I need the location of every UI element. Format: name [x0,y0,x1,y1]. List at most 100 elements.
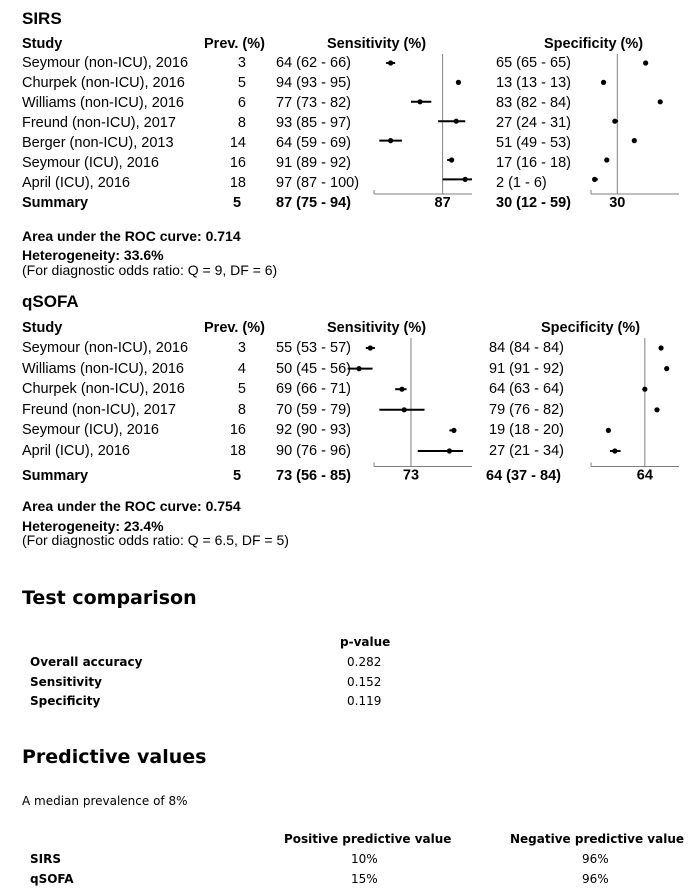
qsofa-row-sensitivity: 50 (45 - 56) [276,360,351,377]
sirs-row-study: Churpek (non-ICU), 2016 [22,75,185,91]
sirs-odds-ratio-note: (For diagnostic odds ratio: Q = 9, DF = … [22,262,278,278]
study-point [664,366,670,372]
qsofa-summary-specificity: 64 (37 - 84) [486,468,561,484]
qsofa-row-specificity: 79 (76 - 82) [489,401,564,418]
sirs-row-prev: 5 [237,75,246,91]
study-point [356,366,362,372]
qsofa-row-study: Williams (non-ICU), 2016 [22,360,184,377]
qsofa-row-specificity: 19 (18 - 20) [489,422,564,439]
predictive-row-ppv: 10% [351,852,378,866]
predictive-row-npv: 96% [582,852,609,866]
test-comparison-row-label: Specificity [30,694,101,708]
study-point [643,60,649,66]
study-point [654,407,660,413]
sirs-auc: Area under the ROC curve: 0.714 [22,228,241,244]
sirs-row-prev: 3 [237,55,246,71]
qsofa-summary-sensitivity: 73 (56 - 85) [276,468,351,484]
qsofa-row-study: Seymour (non-ICU), 2016 [22,340,189,356]
predictive-values-title: Predictive values [22,746,207,768]
study-point [592,176,598,182]
sirs-sensitivity-forest-plot: 87 [373,54,472,211]
sirs-header-prev: Prev. (%) [204,36,265,52]
predictive-row-label: SIRS [30,852,61,866]
qsofa-row-specificity: 27 (21 - 34) [489,443,564,459]
qsofa-row-prev: 8 [237,401,246,418]
sirs-row-specificity: 2 (1 - 6) [496,175,547,191]
sirs-row-sensitivity: 91 (89 - 92) [276,155,351,171]
study-point [600,79,607,85]
study-point [612,118,618,124]
test-comparison-row-label: Sensitivity [30,675,102,689]
qsofa-odds-ratio-note: (For diagnostic odds ratio: Q = 6.5, DF … [22,532,289,548]
sirs-specificity-forest-plot: 30 [590,54,679,211]
sirs-summary-specificity: 30 (12 - 59) [496,195,571,211]
sirs-row-sensitivity: 77 (73 - 82) [276,95,351,111]
qsofa-row-study: Seymour (ICU), 2016 [22,422,159,439]
study-point [605,427,611,433]
sirs-row-specificity: 17 (16 - 18) [496,155,571,171]
sirs-heterogeneity: Heterogeneity: 33.6% [22,247,164,263]
ppv-header: Positive predictive value [284,832,452,846]
study-point [462,176,468,182]
sirs-summary-prev: 5 [233,195,242,211]
study-point [446,448,452,454]
sirs-header-specificity: Specificity (%) [544,36,644,52]
sirs-header-study: Study [22,36,63,52]
test-comparison-title: Test comparison [22,587,197,609]
study-point [631,138,637,144]
qsofa-row-sensitivity: 55 (53 - 57) [276,340,351,356]
qsofa-summary-label: Summary [22,468,89,484]
study-point [604,157,610,163]
predictive-row-npv: 96% [582,872,609,886]
qsofa-row-sensitivity: 92 (90 - 93) [276,422,351,439]
sirs-row-sensitivity: 94 (93 - 95) [276,75,351,91]
sirs-row-sensitivity: 64 (59 - 69) [276,135,351,151]
study-point [642,386,648,392]
qsofa-header-specificity: Specificity (%) [541,320,641,336]
qsofa-specificity-forest-plot: 64 [590,338,679,483]
sirs-row-specificity: 13 (13 - 13) [496,75,571,91]
sirs-row-prev: 18 [229,175,246,191]
summary-axis-label: 87 [435,195,451,211]
npv-header: Negative predictive value [510,832,685,846]
sirs-row-study: Williams (non-ICU), 2016 [22,95,184,111]
qsofa-heterogeneity: Heterogeneity: 23.4% [22,518,164,534]
study-point [453,118,459,124]
study-point [401,407,407,413]
test-comparison-row-value: 0.119 [347,694,382,708]
qsofa-summary-prev: 5 [233,468,242,484]
test-comparison-pvalue-header: p-value [340,635,391,649]
sirs-summary-label: Summary [22,195,89,211]
sirs-row-sensitivity: 64 (62 - 66) [276,55,351,71]
sirs-row-specificity: 83 (82 - 84) [496,95,571,111]
study-point [658,345,664,351]
qsofa-header-study: Study [22,320,63,336]
predictive-values-subtitle: A median prevalence of 8% [22,794,188,808]
predictive-row-label: qSOFA [30,872,74,886]
test-comparison-row-label: Overall accuracy [30,655,143,669]
qsofa-row-study: April (ICU), 2016 [22,443,130,459]
qsofa-row-sensitivity: 90 (76 - 96) [276,443,351,459]
sirs-row-sensitivity: 97 (87 - 100) [276,175,360,191]
sirs-row-prev: 6 [237,95,246,111]
sirs-row-study: Freund (non-ICU), 2017 [22,115,176,131]
summary-axis-label: 30 [609,195,625,211]
qsofa-row-specificity: 64 (63 - 64) [489,381,564,398]
sirs-header-sensitivity: Sensitivity (%) [327,36,427,52]
sirs-row-study: Berger (non-ICU), 2013 [22,135,174,151]
sirs-row-study: April (ICU), 2016 [22,175,130,191]
sirs-row-prev: 8 [237,115,246,131]
qsofa-row-sensitivity: 70 (59 - 79) [276,401,351,418]
sirs-row-study: Seymour (ICU), 2016 [22,155,159,171]
sirs-summary-sensitivity: 87 (75 - 94) [276,195,351,211]
sirs-title: SIRS [22,9,62,28]
qsofa-row-prev: 18 [229,443,246,459]
qsofa-row-sensitivity: 69 (66 - 71) [276,381,351,398]
study-point [417,99,423,105]
sirs-row-prev: 16 [229,155,246,171]
predictive-row-ppv: 15% [351,872,378,886]
qsofa-auc: Area under the ROC curve: 0.754 [22,498,241,514]
qsofa-row-study: Churpek (non-ICU), 2016 [22,381,185,398]
sirs-row-study: Seymour (non-ICU), 2016 [22,55,189,71]
qsofa-row-prev: 16 [229,422,246,439]
